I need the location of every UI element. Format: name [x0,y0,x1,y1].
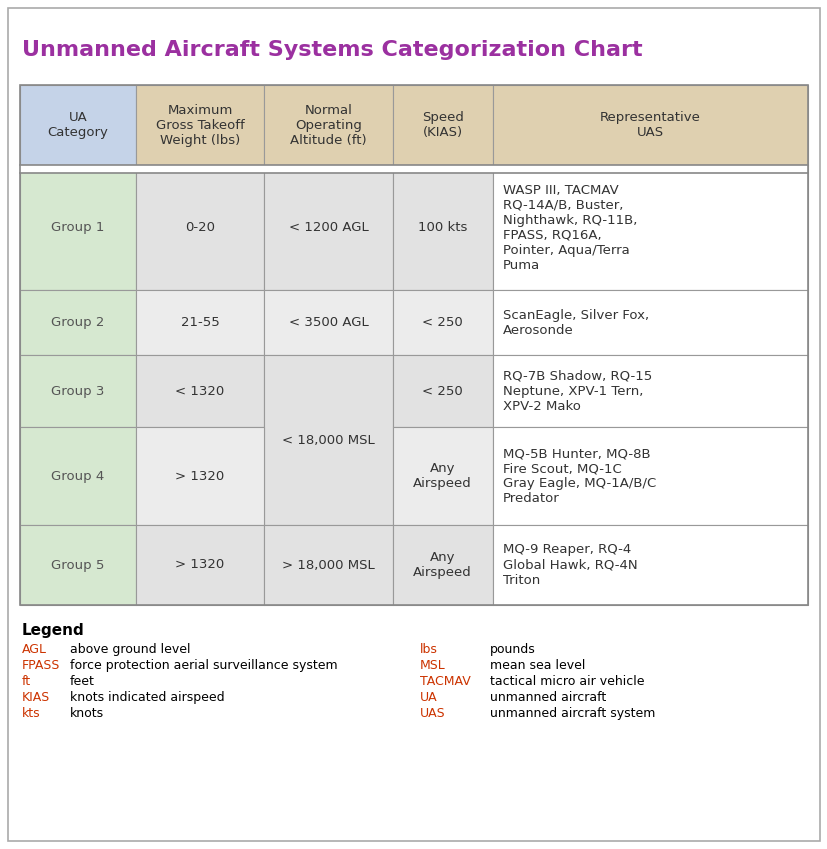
Text: > 18,000 MSL: > 18,000 MSL [282,559,375,571]
Text: ScanEagle, Silver Fox,
Aerosonde: ScanEagle, Silver Fox, Aerosonde [502,308,648,336]
Text: < 18,000 MSL: < 18,000 MSL [282,434,375,447]
Text: UA: UA [419,691,437,704]
Bar [136,355,264,427]
Text: above ground level: above ground level [70,643,190,656]
Bar [136,85,264,165]
Text: UAS: UAS [419,707,445,720]
Text: Maximum
Gross Takeoff
Weight (lbs): Maximum Gross Takeoff Weight (lbs) [155,104,244,147]
Bar [136,290,264,355]
Bar [20,355,136,427]
Text: Group 3: Group 3 [51,385,104,397]
Text: > 1320: > 1320 [175,469,224,482]
Text: knots indicated airspeed: knots indicated airspeed [70,691,224,704]
Text: > 1320: > 1320 [175,559,224,571]
Bar [20,290,136,355]
Text: tactical micro air vehicle: tactical micro air vehicle [490,675,643,688]
Bar [392,525,492,605]
Text: FPASS: FPASS [22,659,60,672]
Bar [20,427,136,525]
Text: MQ-5B Hunter, MQ-8B
Fire Scout, MQ-1C
Gray Eagle, MQ-1A/B/C
Predator: MQ-5B Hunter, MQ-8B Fire Scout, MQ-1C Gr… [502,447,655,505]
Text: Unmanned Aircraft Systems Categorization Chart: Unmanned Aircraft Systems Categorization… [22,40,642,60]
Text: kts: kts [22,707,41,720]
Text: knots: knots [70,707,104,720]
Text: AGL: AGL [22,643,47,656]
Text: unmanned aircraft: unmanned aircraft [490,691,605,704]
Text: 100 kts: 100 kts [418,221,467,234]
Text: Legend: Legend [22,623,84,638]
Text: Group 2: Group 2 [51,316,104,329]
Text: 21-55: 21-55 [180,316,219,329]
Bar [264,165,392,290]
Text: < 1200 AGL: < 1200 AGL [289,221,368,234]
Text: mean sea level: mean sea level [490,659,585,672]
Text: UA
Category: UA Category [47,111,108,139]
Bar [392,427,492,525]
Bar [264,290,392,355]
Bar [136,525,264,605]
Bar [264,355,392,525]
Text: unmanned aircraft system: unmanned aircraft system [490,707,655,720]
Bar [20,85,136,165]
Text: 0-20: 0-20 [185,221,215,234]
Text: Group 1: Group 1 [51,221,104,234]
Bar [492,427,807,525]
Text: < 250: < 250 [422,316,462,329]
Text: TACMAV: TACMAV [419,675,471,688]
Text: Normal
Operating
Altitude (ft): Normal Operating Altitude (ft) [289,104,366,147]
Text: MSL: MSL [419,659,445,672]
Bar [392,165,492,290]
Bar [20,165,136,290]
Bar [20,165,807,173]
Text: WASP III, TACMAV
RQ-14A/B, Buster,
Nighthawk, RQ-11B,
FPASS, RQ16A,
Pointer, Aqu: WASP III, TACMAV RQ-14A/B, Buster, Night… [502,183,637,272]
Bar [392,85,492,165]
Bar [136,165,264,290]
Bar [492,525,807,605]
Text: RQ-7B Shadow, RQ-15
Neptune, XPV-1 Tern,
XPV-2 Mako: RQ-7B Shadow, RQ-15 Neptune, XPV-1 Tern,… [502,369,652,413]
Text: Speed
(KIAS): Speed (KIAS) [421,111,463,139]
Text: < 1320: < 1320 [175,385,224,397]
Text: Any
Airspeed: Any Airspeed [413,551,471,579]
Text: Representative
UAS: Representative UAS [600,111,700,139]
Text: pounds: pounds [490,643,535,656]
Bar [492,165,807,290]
Bar [264,85,392,165]
Text: lbs: lbs [419,643,437,656]
Bar [492,355,807,427]
Text: ft: ft [22,675,31,688]
Text: MQ-9 Reaper, RQ-4
Global Hawk, RQ-4N
Triton: MQ-9 Reaper, RQ-4 Global Hawk, RQ-4N Tri… [502,543,637,587]
Bar [492,290,807,355]
Bar [264,525,392,605]
Text: Any
Airspeed: Any Airspeed [413,462,471,490]
Bar [492,85,807,165]
Bar [392,355,492,427]
Text: Group 4: Group 4 [51,469,104,482]
Bar [392,290,492,355]
Text: Group 5: Group 5 [51,559,104,571]
Text: < 250: < 250 [422,385,462,397]
Text: KIAS: KIAS [22,691,50,704]
Bar [136,427,264,525]
Text: < 3500 AGL: < 3500 AGL [289,316,368,329]
Bar [20,85,807,605]
Text: force protection aerial surveillance system: force protection aerial surveillance sys… [70,659,337,672]
Bar [20,525,136,605]
Text: feet: feet [70,675,95,688]
